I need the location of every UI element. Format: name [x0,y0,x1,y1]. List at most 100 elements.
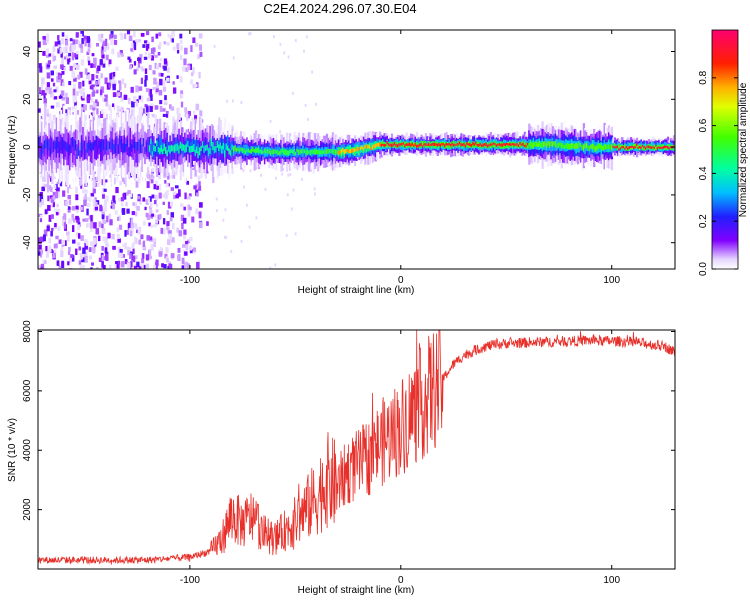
spectrogram-ridge-cell [159,134,162,151]
spectrogram-ridge-cell [207,148,210,157]
spectrogram-noise-cell [184,110,188,118]
snr-y-tick-label: 6000 [22,379,33,402]
spectrogram-noise-cell [249,32,252,36]
spectrogram-noise-cell [194,83,198,88]
spectrogram-ridge-cell [132,139,135,149]
spectrogram-noise-cell [150,55,155,61]
spectrogram-noise-cell [112,78,115,84]
spectrogram-ridge-cell [309,149,312,156]
spectrogram-ridge-cell [277,149,280,156]
spectrogram-ridge-cell [604,144,608,150]
spectrogram-ridge-cell [436,143,439,147]
spectrogram-ridge-cell [283,149,286,155]
spectrogram-noise-cell [86,197,90,201]
spectrogram-noise-cell [102,63,106,68]
spectrogram-noise-cell [129,230,133,237]
spectrogram-noise-cell [144,68,148,75]
snr-x-label: Height of straight line (km) [298,585,415,596]
spectrogram-ridge-cell [472,141,475,146]
spectrogram-noise-cell [87,56,90,62]
spectrogram-ridge-cell [627,147,630,150]
spectrogram-noise-cell [52,195,56,200]
spectrogram-noise-cell [177,189,181,196]
spectrogram-noise-cell [121,254,126,258]
spectrogram-ridge-cell [136,145,140,167]
spectrogram-ridge-cell [461,143,464,146]
spectrogram-noise-cell [170,253,175,259]
spectrogram-noise-cell [127,97,131,105]
spectrogram-ridge-cell [172,145,175,152]
spectrogram-noise-cell [117,109,121,116]
spectrogram-noise-cell [149,236,153,241]
spectrogram-noise-cell [249,169,252,173]
spectrogram-noise-cell [283,51,286,55]
spectrogram-noise-cell [153,184,157,190]
spectrogram-ridge-cell [398,143,401,147]
spectrogram-ridge-cell [411,142,414,146]
spectrogram-noise-cell [184,261,187,269]
spectrogram-ridge-cell [346,148,349,152]
spectrogram-noise-cell [155,203,159,208]
spectrogram-noise-cell [213,44,216,48]
spectrogram-noise-cell [133,31,136,38]
spectrogram-noise-cell [159,105,163,112]
spectrogram-ridge-cell [336,149,339,155]
spectrogram-noise-cell [187,204,191,212]
spectrogram-ridge-cell [195,139,199,152]
spectrogram-noise-cell [83,104,87,111]
spectrogram-ridge-cell [71,136,75,147]
spectrogram-noise-cell [140,234,144,240]
spectrogram-noise-cell [60,250,64,258]
spectrogram-noise-cell [166,189,169,196]
spectrogram-noise-cell [119,50,123,55]
spectrogram-noise-cell [165,110,169,114]
spectrogram-noise-cell [182,217,187,224]
spectrogram-noise-cell [102,96,106,102]
spectrogram-ridge-cell [370,142,373,150]
spectrogram-noise-cell [215,197,218,201]
spectrogram-noise-cell [167,239,171,245]
spectrogram-noise-cell [152,86,157,91]
spectrogram-noise-cell [158,174,162,180]
spectrogram-noise-cell [102,40,106,48]
spectrogram-noise-cell [147,197,151,204]
spectrogram-noise-cell [169,201,173,207]
spectrogram-x-label: Height of straight line (km) [298,285,415,296]
spectrogram-noise-cell [285,234,288,238]
spectrogram-noise-cell [304,103,307,107]
spectrogram-ridge-cell [160,144,163,152]
spectrogram-ridge-cell [444,144,447,148]
spectrogram-noise-cell [61,219,66,227]
spectrogram-noise-cell [52,201,55,208]
spectrogram-noise-cell [63,66,66,71]
spectrogram-noise-cell [185,240,189,245]
spectrogram-ridge-cell [438,142,441,146]
spectrogram-ridge-cell [49,135,53,158]
snr-panel: -100 0 100 2000 4000 6000 8000 Height of stra… [7,320,676,596]
spectrogram-noise-cell [181,257,185,265]
spectrogram-ridge-cell [63,140,66,148]
spectrogram-ridge-cell [545,142,549,148]
spectrogram-ridge-cell [339,150,342,155]
spectrogram-noise-cell [145,254,150,261]
spectrogram-ridge-cell [122,143,125,154]
spectrogram-noise-cell [75,248,78,256]
spectrogram-noise-cell [65,97,69,104]
spectrogram-ridge-cell [129,141,132,150]
spectrogram-ridge-cell [166,150,169,157]
spectrogram-ridge-cell [133,140,137,149]
spectrogram-ridge-cell [324,150,327,154]
spectrogram-noise-cell [84,189,88,194]
spectrogram-noise-cell [86,36,91,43]
spectrogram-ridge-cell [379,141,382,147]
spectrogram-noise-cell [181,222,184,230]
spectrogram-noise-cell [75,32,79,38]
spectrogram-noise-cell [89,104,93,110]
spectrogram-noise-cell [153,224,157,228]
spectrogram-noise-cell [292,91,294,95]
spectrogram-ridge-cell [185,143,188,152]
spectrogram-ridge-cell [95,140,98,160]
spectrogram-y-tick-label: -20 [22,187,33,202]
spectrogram-ridge-cell [150,138,153,144]
spectrogram-noise-cell [38,251,41,256]
